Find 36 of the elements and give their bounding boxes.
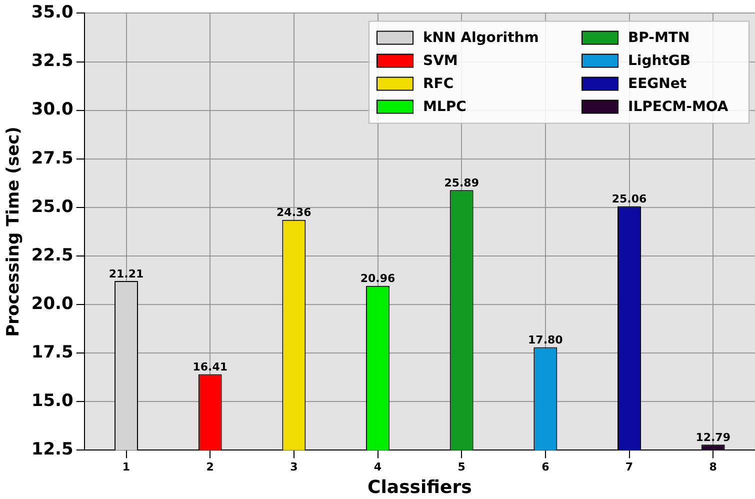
y-tick-label: 20.0 — [31, 294, 74, 314]
y-tick-label: 27.5 — [31, 148, 74, 168]
legend-label: RFC — [423, 76, 454, 92]
data-label: 12.79 — [696, 430, 730, 444]
data-label: 25.89 — [444, 176, 479, 190]
data-label: 17.80 — [528, 334, 564, 347]
legend-label: kNN Algorithm — [423, 30, 539, 46]
legend-label: MLPC — [423, 98, 466, 115]
y-tick-label: 22.5 — [31, 245, 74, 266]
data-label: 25.06 — [612, 192, 647, 206]
y-tick-label: 35.0 — [31, 2, 74, 23]
legend-label: SVM — [423, 52, 458, 69]
y-tick-label: 25.0 — [31, 196, 74, 217]
legend-label: ILPECM-MOA — [628, 98, 728, 115]
data-label: 20.96 — [360, 272, 396, 286]
x-tick-label: 8 — [709, 460, 717, 474]
y-axis-title: Processing Time (sec) — [4, 126, 24, 337]
x-tick-label: 6 — [542, 460, 550, 474]
data-label: 16.41 — [192, 360, 228, 374]
x-tick-label: 1 — [122, 460, 130, 474]
legend-label: EEGNet — [628, 76, 687, 92]
x-tick-label: 5 — [458, 460, 466, 474]
y-tick-label: 17.5 — [31, 342, 74, 363]
y-tick-label: 12.5 — [31, 440, 74, 460]
x-tick-label: 7 — [625, 460, 634, 474]
x-tick-label: 2 — [206, 460, 214, 474]
y-tick-label: 15.0 — [31, 391, 74, 412]
data-label: 21.21 — [108, 267, 144, 280]
legend-label: BP-MTN — [628, 30, 690, 46]
x-axis-title: Classifiers — [368, 476, 472, 498]
x-tick-label: 4 — [374, 460, 382, 474]
y-tick-label: 32.5 — [31, 51, 74, 72]
y-tick-label: 30.0 — [31, 100, 74, 120]
data-label: 24.36 — [276, 206, 312, 220]
x-tick-label: 3 — [290, 460, 298, 474]
legend-label: LightGB — [628, 52, 691, 69]
